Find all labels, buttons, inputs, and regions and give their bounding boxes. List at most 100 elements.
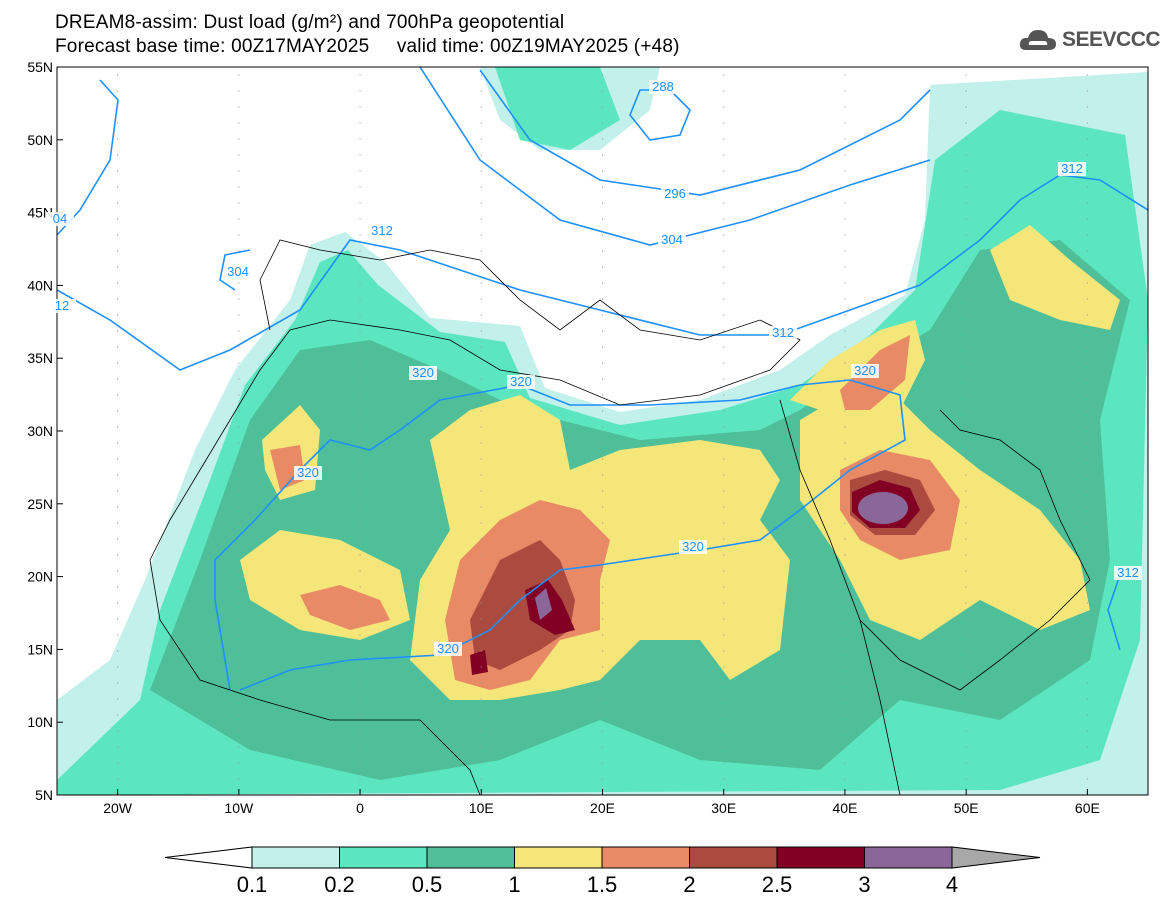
grid-dot xyxy=(601,570,604,572)
grid-dot xyxy=(965,698,967,700)
grid-dot xyxy=(844,634,846,636)
grid-dot xyxy=(359,330,361,332)
grid-dot xyxy=(480,442,482,444)
grid-dot xyxy=(844,170,846,172)
grid-dot xyxy=(965,682,967,684)
grid-dot xyxy=(238,138,240,140)
grid-dot xyxy=(238,778,240,780)
seevccc-logo: SEEVCCC xyxy=(1018,26,1161,54)
grid-dot xyxy=(117,90,119,92)
grid-dot xyxy=(601,506,604,508)
grid-dot xyxy=(844,538,846,540)
contour-label-bg xyxy=(507,375,535,389)
dust-level-2 xyxy=(470,540,575,670)
grid-dot xyxy=(359,106,361,108)
grid-dot xyxy=(117,602,119,604)
colorbar-swatch xyxy=(864,846,953,869)
contour-label-bg xyxy=(48,299,76,313)
grid-dot xyxy=(117,410,119,412)
grid-dot xyxy=(844,586,846,588)
grid-dot xyxy=(480,170,482,172)
grid-dot xyxy=(480,154,482,156)
grid-dot xyxy=(723,730,725,732)
grid-dot xyxy=(359,346,361,348)
grid-dot xyxy=(601,330,604,332)
grid-dot xyxy=(1086,666,1088,668)
grid-dot xyxy=(844,154,846,156)
logo-text: SEEVCCC xyxy=(1062,28,1161,51)
grid-dot xyxy=(601,682,604,684)
grid-dot xyxy=(359,538,361,540)
grid-dot xyxy=(1086,602,1088,604)
grid-dot xyxy=(1086,154,1088,156)
grid-dot xyxy=(723,138,725,140)
grid-dot xyxy=(480,490,482,492)
grid-dot xyxy=(359,522,361,524)
grid-dot xyxy=(480,554,482,556)
grid-dot xyxy=(844,362,846,364)
grid-dot xyxy=(723,442,725,444)
grid-dot xyxy=(965,170,967,172)
grid-dot xyxy=(480,266,482,268)
grid-dot xyxy=(601,138,604,140)
grid-dot xyxy=(844,314,846,316)
grid-dot xyxy=(117,106,119,108)
grid-dot xyxy=(480,426,482,428)
colorbar-swatch xyxy=(426,846,515,869)
grid-dot xyxy=(117,394,119,396)
grid-dot xyxy=(723,762,725,764)
grid-dot xyxy=(238,330,240,332)
grid-dot xyxy=(359,602,361,604)
grid-dot xyxy=(601,778,604,780)
grid-dot xyxy=(723,106,725,108)
grid-dot xyxy=(601,490,604,492)
grid-dot xyxy=(723,554,725,556)
grid-dot xyxy=(480,698,482,700)
grid-dot xyxy=(965,458,967,460)
colorbar-label: 2 xyxy=(683,872,695,897)
grid-dot xyxy=(844,442,846,444)
grid-dot xyxy=(238,570,240,572)
grid-dot xyxy=(359,426,361,428)
grid-dot xyxy=(480,458,482,460)
grid-dot xyxy=(723,522,725,524)
grid-dot xyxy=(117,730,119,732)
colorbar: 0.1 0.2 0.5 1 1.5 2 2.5 3 4 xyxy=(164,846,1041,897)
grid-dot xyxy=(1086,474,1088,476)
lon-label: 40E xyxy=(832,800,857,816)
grid-dot xyxy=(238,218,240,220)
lon-label: 10W xyxy=(224,800,254,816)
contour-label: 320 xyxy=(297,465,319,480)
grid-dot xyxy=(1086,346,1088,348)
contour-label-bg xyxy=(224,265,252,279)
grid-dot xyxy=(723,346,725,348)
grid-dot xyxy=(359,378,361,380)
colorbar-label: 1 xyxy=(508,872,520,897)
grid-dot xyxy=(238,762,240,764)
colorbar-label: 1.5 xyxy=(587,872,618,897)
grid-dot xyxy=(601,586,604,588)
grid-dot xyxy=(359,250,361,252)
grid-dot xyxy=(117,234,119,236)
grid-dot xyxy=(965,730,967,732)
grid-dot xyxy=(601,394,604,396)
grid-dot xyxy=(965,602,967,604)
grid-dot xyxy=(601,378,604,380)
grid-dot xyxy=(965,442,967,444)
grid-dot xyxy=(238,730,240,732)
grid-dot xyxy=(844,90,846,92)
grid-dot xyxy=(844,666,846,668)
contour-label: 04 xyxy=(53,211,67,226)
grid-dot xyxy=(1086,282,1088,284)
lat-label: 55N xyxy=(27,59,53,75)
grid-dot xyxy=(723,506,725,508)
grid-dot xyxy=(480,90,482,92)
grid-dot xyxy=(723,74,725,76)
grid-dot xyxy=(723,154,725,156)
grid-dot xyxy=(965,298,967,300)
grid-dot xyxy=(723,698,725,700)
grid-dot xyxy=(117,266,119,268)
lat-label: 10N xyxy=(27,714,53,730)
grid-dot xyxy=(844,682,846,684)
grid-dot xyxy=(965,554,967,556)
